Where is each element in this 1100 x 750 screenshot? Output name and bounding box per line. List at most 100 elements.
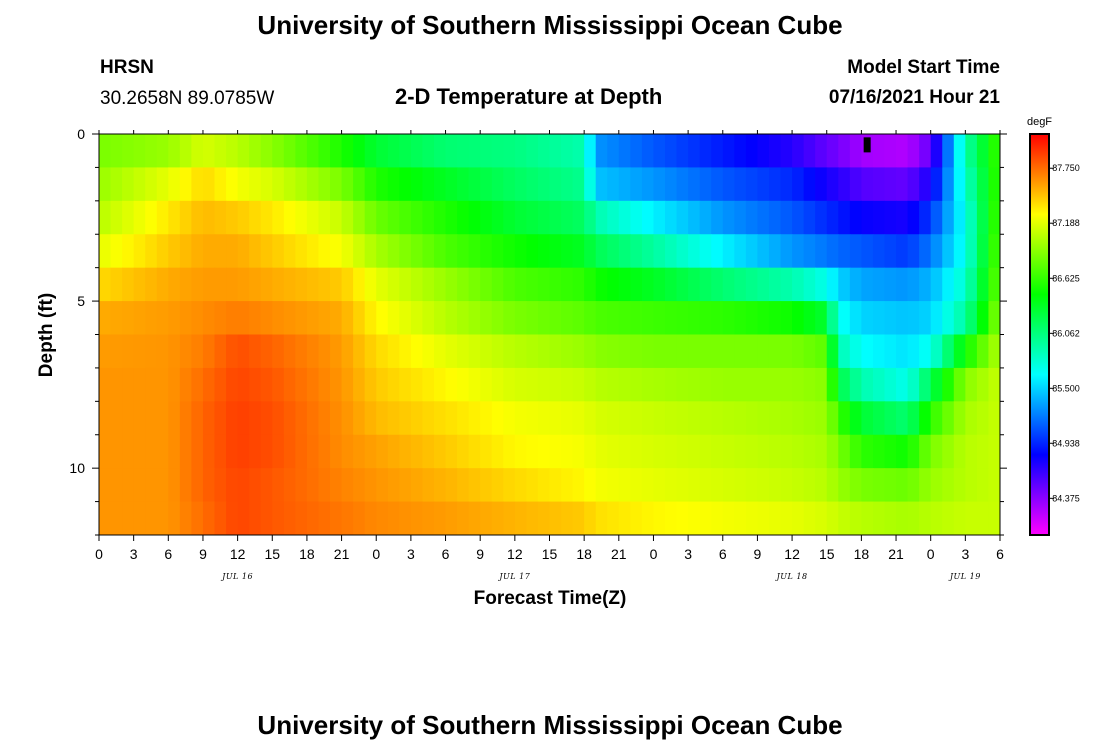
heatmap-cell <box>584 434 597 469</box>
heatmap-cell <box>433 301 447 336</box>
heatmap-cell <box>122 334 135 369</box>
heatmap-cell <box>965 301 978 336</box>
heatmap-cell <box>399 401 412 436</box>
heatmap-cell <box>422 167 435 202</box>
heatmap-cell <box>364 434 377 469</box>
heatmap-cell <box>722 301 735 336</box>
heatmap-cell <box>179 367 193 402</box>
heatmap-cell <box>156 200 169 235</box>
heatmap-cell <box>861 501 874 535</box>
heatmap-cell <box>122 267 135 302</box>
heatmap-cell <box>410 401 424 436</box>
heatmap-cell <box>930 367 943 402</box>
heatmap-cell <box>526 234 539 269</box>
model-start-label: Model Start Time <box>847 57 1000 78</box>
heatmap-cell <box>584 167 597 202</box>
heatmap-cell <box>214 234 227 269</box>
heatmap-cell <box>561 334 574 369</box>
heatmap-cell <box>306 367 320 402</box>
heatmap-cell <box>665 234 678 269</box>
heatmap-cell <box>503 401 516 436</box>
heatmap-cell <box>364 134 377 169</box>
heatmap-cell <box>872 267 886 302</box>
heatmap-cell <box>572 334 585 369</box>
heatmap-cell <box>872 334 886 369</box>
heatmap-cell <box>110 434 123 469</box>
heatmap-cell <box>653 301 666 336</box>
heatmap-cell <box>156 468 169 503</box>
heatmap-cell <box>572 367 585 402</box>
heatmap-cell <box>665 468 678 503</box>
heatmap-cell <box>214 301 227 336</box>
heatmap-cell <box>133 200 146 235</box>
heatmap-cell <box>330 301 343 336</box>
heatmap-cell <box>503 501 516 535</box>
colorbar-label: 86.062 <box>1052 328 1080 338</box>
heatmap-cell <box>722 501 735 535</box>
heatmap-cell <box>526 434 539 469</box>
heatmap-cell <box>133 334 146 369</box>
heatmap-cell <box>907 267 920 302</box>
heatmap-cell <box>491 167 504 202</box>
heatmap-cell <box>561 401 574 436</box>
heatmap-cell <box>884 234 897 269</box>
x-tick-label: 12 <box>784 546 800 562</box>
heatmap-cell <box>803 468 816 503</box>
heatmap-cell <box>757 267 770 302</box>
heatmap-cell <box>953 267 966 302</box>
heatmap-cell <box>745 401 759 436</box>
heatmap-cell <box>699 134 712 169</box>
heatmap-cell <box>965 468 978 503</box>
heatmap-cell <box>722 200 735 235</box>
heatmap-cell <box>768 468 782 503</box>
heatmap-cell <box>503 134 516 169</box>
heatmap-cell <box>110 267 123 302</box>
heatmap-cell <box>896 434 909 469</box>
heatmap-cell <box>907 468 920 503</box>
heatmap-cell <box>341 468 354 503</box>
heatmap-cell <box>734 501 747 535</box>
heatmap-cell <box>249 301 262 336</box>
heatmap-cell <box>295 234 308 269</box>
heatmap-cell <box>896 167 909 202</box>
heatmap-cell <box>283 334 296 369</box>
heatmap-cell <box>757 301 770 336</box>
heatmap-cell <box>99 200 112 235</box>
heatmap-cell <box>734 134 747 169</box>
heatmap-cell <box>514 334 527 369</box>
heatmap-cell <box>896 267 909 302</box>
heatmap-cell <box>514 200 527 235</box>
heatmap-cell <box>861 367 874 402</box>
heatmap-cell <box>665 200 678 235</box>
heatmap-cell <box>260 167 273 202</box>
heatmap-cell <box>618 301 631 336</box>
heatmap-cell <box>919 334 932 369</box>
heatmap-cell <box>306 501 320 535</box>
heatmap-cell <box>595 267 608 302</box>
heatmap-cell <box>815 200 828 235</box>
heatmap-cell <box>537 434 551 469</box>
heatmap-cell <box>965 434 978 469</box>
heatmap-cell <box>433 401 447 436</box>
heatmap-cell <box>330 468 343 503</box>
heatmap-cell <box>826 401 839 436</box>
heatmap-cell <box>803 401 816 436</box>
heatmap-cell <box>214 200 227 235</box>
heatmap-cell <box>942 401 955 436</box>
heatmap-cell <box>653 434 666 469</box>
heatmap-cell <box>607 134 620 169</box>
heatmap-cell <box>514 134 527 169</box>
heatmap-cell <box>688 234 701 269</box>
heatmap-cell <box>768 234 782 269</box>
heatmap-cell <box>191 167 204 202</box>
heatmap-cell <box>260 134 273 169</box>
heatmap-cell <box>549 334 562 369</box>
heatmap-cell <box>122 301 135 336</box>
heatmap-cell <box>838 434 851 469</box>
heatmap-cell <box>514 468 527 503</box>
heatmap-cell <box>988 334 1000 369</box>
heatmap-cell <box>872 501 886 535</box>
x-tick-label: 15 <box>819 546 835 562</box>
heatmap-cell <box>387 234 400 269</box>
heatmap-cell <box>653 134 666 169</box>
